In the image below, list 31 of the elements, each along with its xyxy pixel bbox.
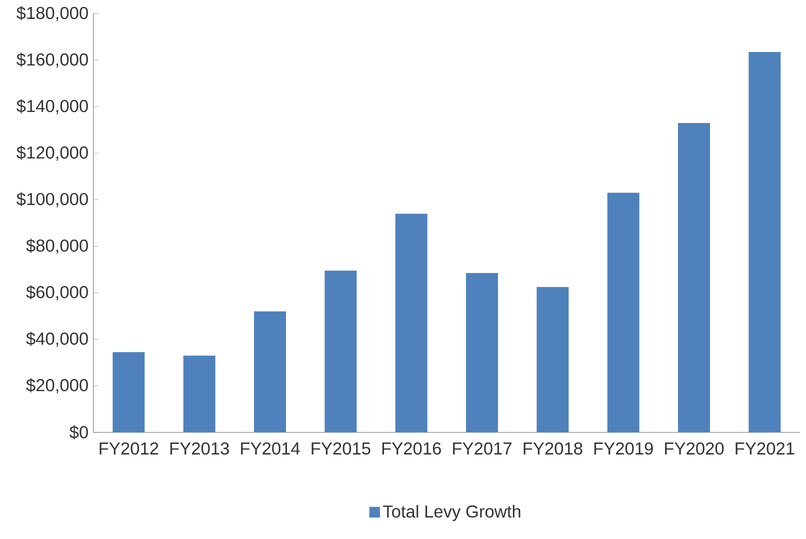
x-tick-label: FY2018 [524,442,582,455]
legend-label: Total Levy Growth [383,504,520,522]
y-tick-label: $120,000 [16,146,88,161]
y-tick-label: $20,000 [26,378,88,394]
x-tick-label: FY2012 [100,442,158,455]
bar [607,192,640,432]
x-tick-label: FY2016 [382,442,441,455]
bar [183,356,216,432]
bar [324,270,357,432]
y-tick-label: $180,000 [16,6,88,22]
bar [112,352,145,432]
x-tick-label: FY2013 [170,442,229,455]
bar [536,286,569,432]
x-tick-label: FY2019 [594,442,653,455]
x-tick-label: FY2015 [312,442,370,455]
x-tick-label: FY2021 [736,442,794,455]
y-tick-label: $0 [70,425,88,440]
bar [748,52,781,432]
y-tick-label: $80,000 [26,238,88,254]
y-tick-label: $60,000 [26,285,88,300]
x-tick-label: FY2017 [453,442,512,455]
bar [466,273,498,432]
x-tick-label: FY2020 [665,442,724,455]
y-tick-label: $100,000 [16,192,88,208]
bar [254,311,286,432]
bar [395,214,428,432]
y-tick-label: $160,000 [16,52,88,68]
y-tick-label: $40,000 [26,332,88,347]
x-tick-label: FY2014 [241,442,300,455]
bar [678,122,710,432]
y-tick-label: $140,000 [16,99,88,114]
